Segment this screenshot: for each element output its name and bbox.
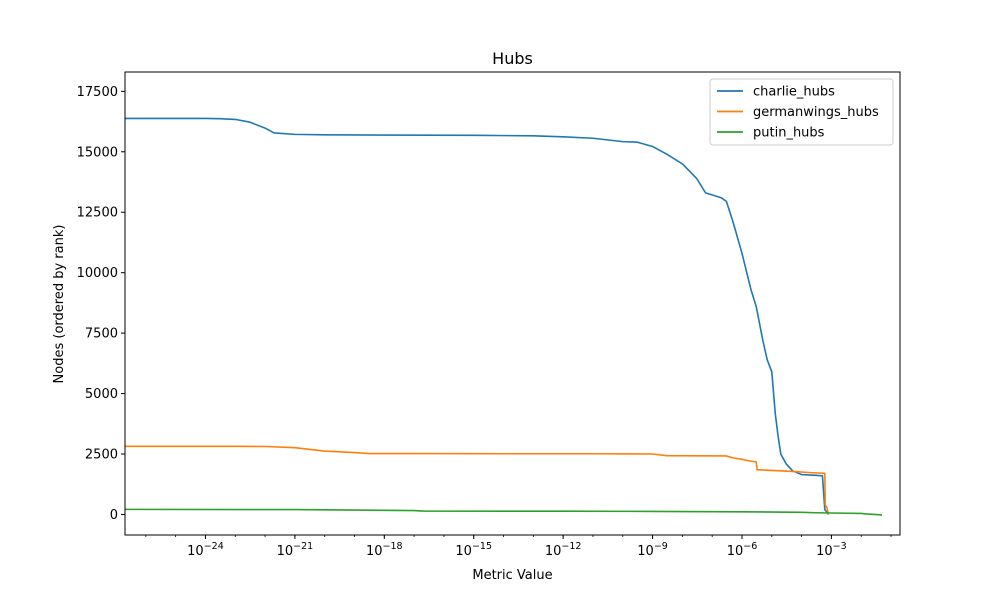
x-tick-label: 10−12	[545, 541, 582, 559]
y-tick-label: 10000	[77, 266, 118, 281]
chart-title: Hubs	[492, 49, 533, 68]
legend-label-charlie_hubs: charlie_hubs	[753, 85, 835, 100]
x-tick-label: 10−15	[455, 541, 492, 559]
series-line-putin_hubs	[125, 508, 883, 516]
y-axis-label: Nodes (ordered by rank)	[52, 225, 67, 384]
y-tick-label: 17500	[77, 85, 118, 100]
y-tick-label: 12500	[77, 206, 118, 221]
y-tick-label: 15000	[77, 145, 118, 160]
x-tick-label: 10−9	[637, 541, 668, 559]
axes-frame	[124, 71, 901, 536]
legend-box	[709, 78, 894, 146]
series-line-charlie_hubs	[125, 117, 830, 515]
legend-label-putin_hubs: putin_hubs	[753, 126, 825, 141]
y-tick-label: 0	[110, 508, 118, 523]
legend-label-germanwings_hubs: germanwings_hubs	[753, 105, 879, 120]
x-tick-label: 10−18	[366, 541, 403, 559]
x-tick-label: 10−24	[187, 541, 224, 559]
series-line-germanwings_hubs	[125, 445, 830, 515]
y-tick-label: 5000	[85, 387, 118, 402]
x-tick-label: 10−3	[816, 541, 847, 559]
x-axis-label: Metric Value	[472, 568, 552, 583]
y-tick-label: 7500	[85, 327, 118, 342]
y-tick-label: 2500	[85, 448, 118, 463]
plot-layer: 0 2500 5000 7500 10000 12500 15000 17500 10−24 10…	[77, 71, 901, 559]
x-tick-label: 10−21	[277, 541, 314, 559]
x-tick-label: 10−6	[727, 541, 758, 559]
